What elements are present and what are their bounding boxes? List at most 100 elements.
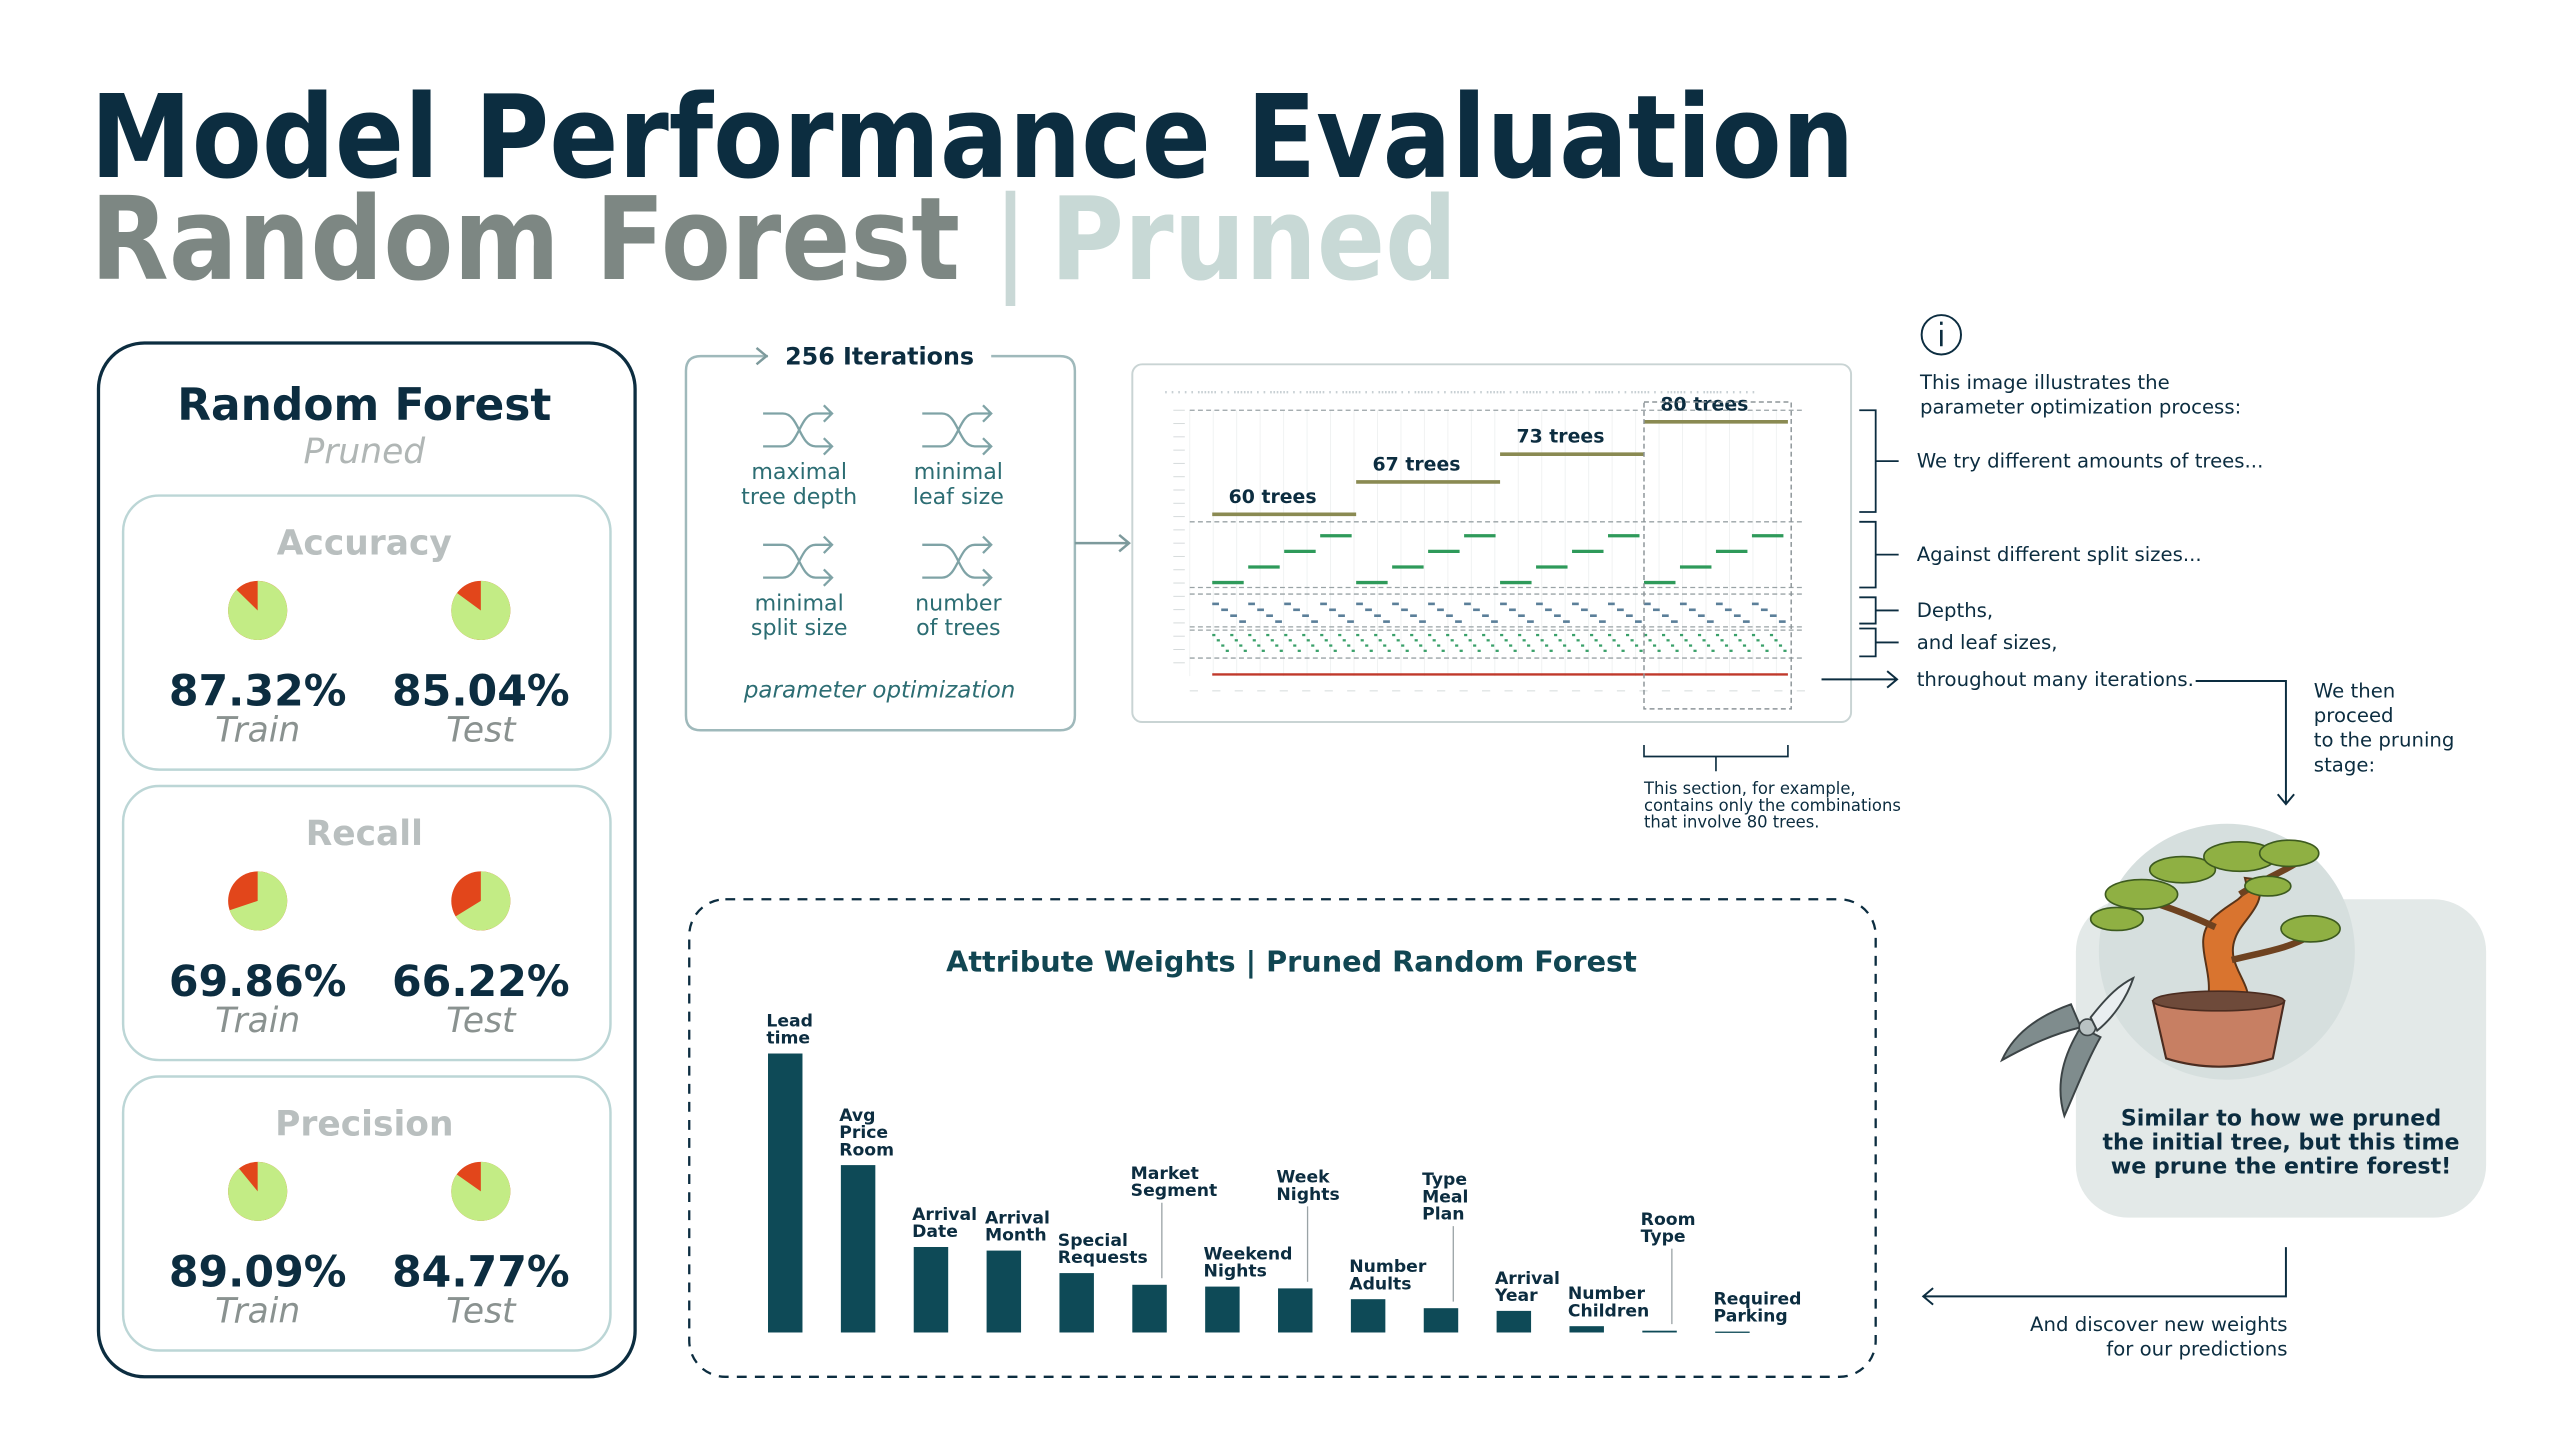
forest-note: Similar to how we pruned bbox=[2121, 1106, 2441, 1132]
foliage bbox=[2244, 875, 2292, 897]
foliage bbox=[2258, 839, 2320, 868]
bar-label: Arrival Month bbox=[985, 1209, 1050, 1246]
separator: | bbox=[991, 173, 1030, 307]
metric-split: Test bbox=[446, 711, 517, 751]
bar-label-line: Number bbox=[1349, 1257, 1427, 1277]
section-note: that involve 80 trees. bbox=[1644, 813, 1820, 832]
section-bracket bbox=[1643, 745, 1789, 772]
foliage bbox=[2089, 906, 2144, 932]
diagram-frame bbox=[684, 354, 1077, 732]
bar-label-line: Adults bbox=[1349, 1274, 1411, 1294]
bracket bbox=[1859, 627, 1899, 658]
intro-note: parameter optimization process: bbox=[1920, 396, 2241, 419]
metric-value: 89.09% bbox=[169, 1248, 347, 1298]
pot bbox=[2151, 999, 2286, 1068]
bar-label: Number Adults bbox=[1349, 1257, 1427, 1294]
trees-label: 80 trees bbox=[1660, 393, 1748, 415]
weight-bar bbox=[1059, 1273, 1094, 1333]
subtitle: Random Forest bbox=[90, 173, 960, 307]
intro-note: This image illustrates the bbox=[1919, 371, 2170, 394]
diagram-arrowhead bbox=[755, 346, 769, 366]
bar-label-line: Price bbox=[839, 1123, 888, 1143]
subtitle-tag: Pruned bbox=[1050, 173, 1457, 307]
foliage bbox=[2280, 914, 2341, 943]
bar-label-line: Avg bbox=[839, 1106, 875, 1126]
parameter-label: number bbox=[915, 590, 1002, 616]
bar-label-line: Meal bbox=[1422, 1187, 1468, 1207]
forest-note: we prune the entire forest! bbox=[2111, 1153, 2452, 1179]
bar-label: Avg Price Room bbox=[839, 1106, 894, 1160]
shears bbox=[1999, 1003, 2102, 1119]
metric-split: Train bbox=[215, 1001, 300, 1041]
metric-value: 85.04% bbox=[392, 667, 570, 717]
bar-label: Arrival Date bbox=[912, 1205, 977, 1242]
weights-note: for our predictions bbox=[2106, 1337, 2287, 1360]
metric-split: Test bbox=[446, 1001, 517, 1041]
title: Model Performance Evaluation bbox=[90, 71, 1854, 205]
diagram-caption: parameter optimization bbox=[743, 677, 1015, 703]
weight-bar bbox=[1715, 1331, 1750, 1333]
weights-arrow bbox=[1921, 1247, 2287, 1306]
pruning-note: to the pruning bbox=[2314, 729, 2455, 752]
parameter-label: minimal bbox=[755, 590, 844, 616]
weight-bar bbox=[1132, 1284, 1167, 1333]
bar-label: Room Type bbox=[1641, 1210, 1696, 1247]
pie-slice bbox=[228, 1161, 288, 1221]
weight-bar bbox=[840, 1165, 876, 1333]
info-icon bbox=[1920, 314, 1962, 356]
bar-label-line: Arrival bbox=[985, 1209, 1050, 1229]
panel-title: Random Forest bbox=[177, 380, 551, 431]
shuffle-icon bbox=[922, 404, 993, 456]
diagram-title: 256 Iterations bbox=[785, 342, 974, 370]
section-note: contains only the combinations bbox=[1644, 796, 1901, 815]
bracket-note: and leaf sizes, bbox=[1917, 631, 2058, 654]
iteration-frame bbox=[1131, 363, 1853, 724]
metric-title: Accuracy bbox=[277, 524, 452, 564]
weight-bar bbox=[1278, 1288, 1313, 1333]
flow-arrow bbox=[1074, 534, 1131, 553]
metric-card bbox=[121, 784, 612, 1062]
parameter-label: leaf size bbox=[913, 484, 1004, 510]
foliage bbox=[2148, 855, 2217, 884]
metric-card bbox=[121, 494, 612, 771]
bar-label-line: Date bbox=[912, 1222, 958, 1242]
bar-label-line: Type bbox=[1641, 1227, 1686, 1247]
pruning-note: proceed bbox=[2314, 704, 2394, 727]
bracket bbox=[1859, 520, 1899, 589]
trees-line bbox=[1212, 420, 1788, 517]
weights-note: And discover new weights bbox=[2030, 1313, 2287, 1336]
weight-bar bbox=[1496, 1310, 1532, 1333]
bar-label-line: Arrival bbox=[1495, 1269, 1560, 1289]
trees-label: 73 trees bbox=[1516, 426, 1604, 448]
bar-label: Special Requests bbox=[1058, 1231, 1148, 1268]
bar-label-line: Month bbox=[985, 1226, 1047, 1246]
metric-split: Train bbox=[215, 1292, 300, 1332]
bar-label-line: Room bbox=[839, 1140, 894, 1160]
metric-value: 69.86% bbox=[169, 957, 347, 1007]
bar-label-line: Number bbox=[1568, 1284, 1646, 1304]
parameter-label: of trees bbox=[916, 615, 1000, 641]
bar-label-line: Special bbox=[1058, 1231, 1128, 1251]
bracket-note: Against different split sizes... bbox=[1917, 543, 2202, 566]
pruning-note: We then bbox=[2314, 679, 2395, 702]
bar-label-line: Children bbox=[1568, 1301, 1649, 1321]
section-frame bbox=[1643, 401, 1792, 710]
pie-slice bbox=[455, 871, 511, 931]
bar-label-line: Year bbox=[1494, 1286, 1538, 1306]
bar-label-line: Nights bbox=[1204, 1262, 1267, 1282]
bar-label-line: Requests bbox=[1058, 1248, 1148, 1268]
trees-label: 60 trees bbox=[1229, 486, 1317, 508]
metric-title: Recall bbox=[306, 814, 423, 854]
forest-note: the initial tree, but this time bbox=[2102, 1130, 2459, 1156]
trees-label: 67 trees bbox=[1373, 453, 1461, 475]
shuffle-icon bbox=[922, 535, 993, 587]
weights-title: Attribute Weights | Pruned Random Forest bbox=[946, 944, 1637, 978]
shears-blade bbox=[2089, 976, 2136, 1033]
bar-label-line: Required bbox=[1714, 1290, 1802, 1310]
weight-bar bbox=[913, 1246, 949, 1333]
metric-value: 84.77% bbox=[392, 1248, 570, 1298]
foliage bbox=[2104, 878, 2179, 910]
weight-bar bbox=[1423, 1308, 1459, 1333]
